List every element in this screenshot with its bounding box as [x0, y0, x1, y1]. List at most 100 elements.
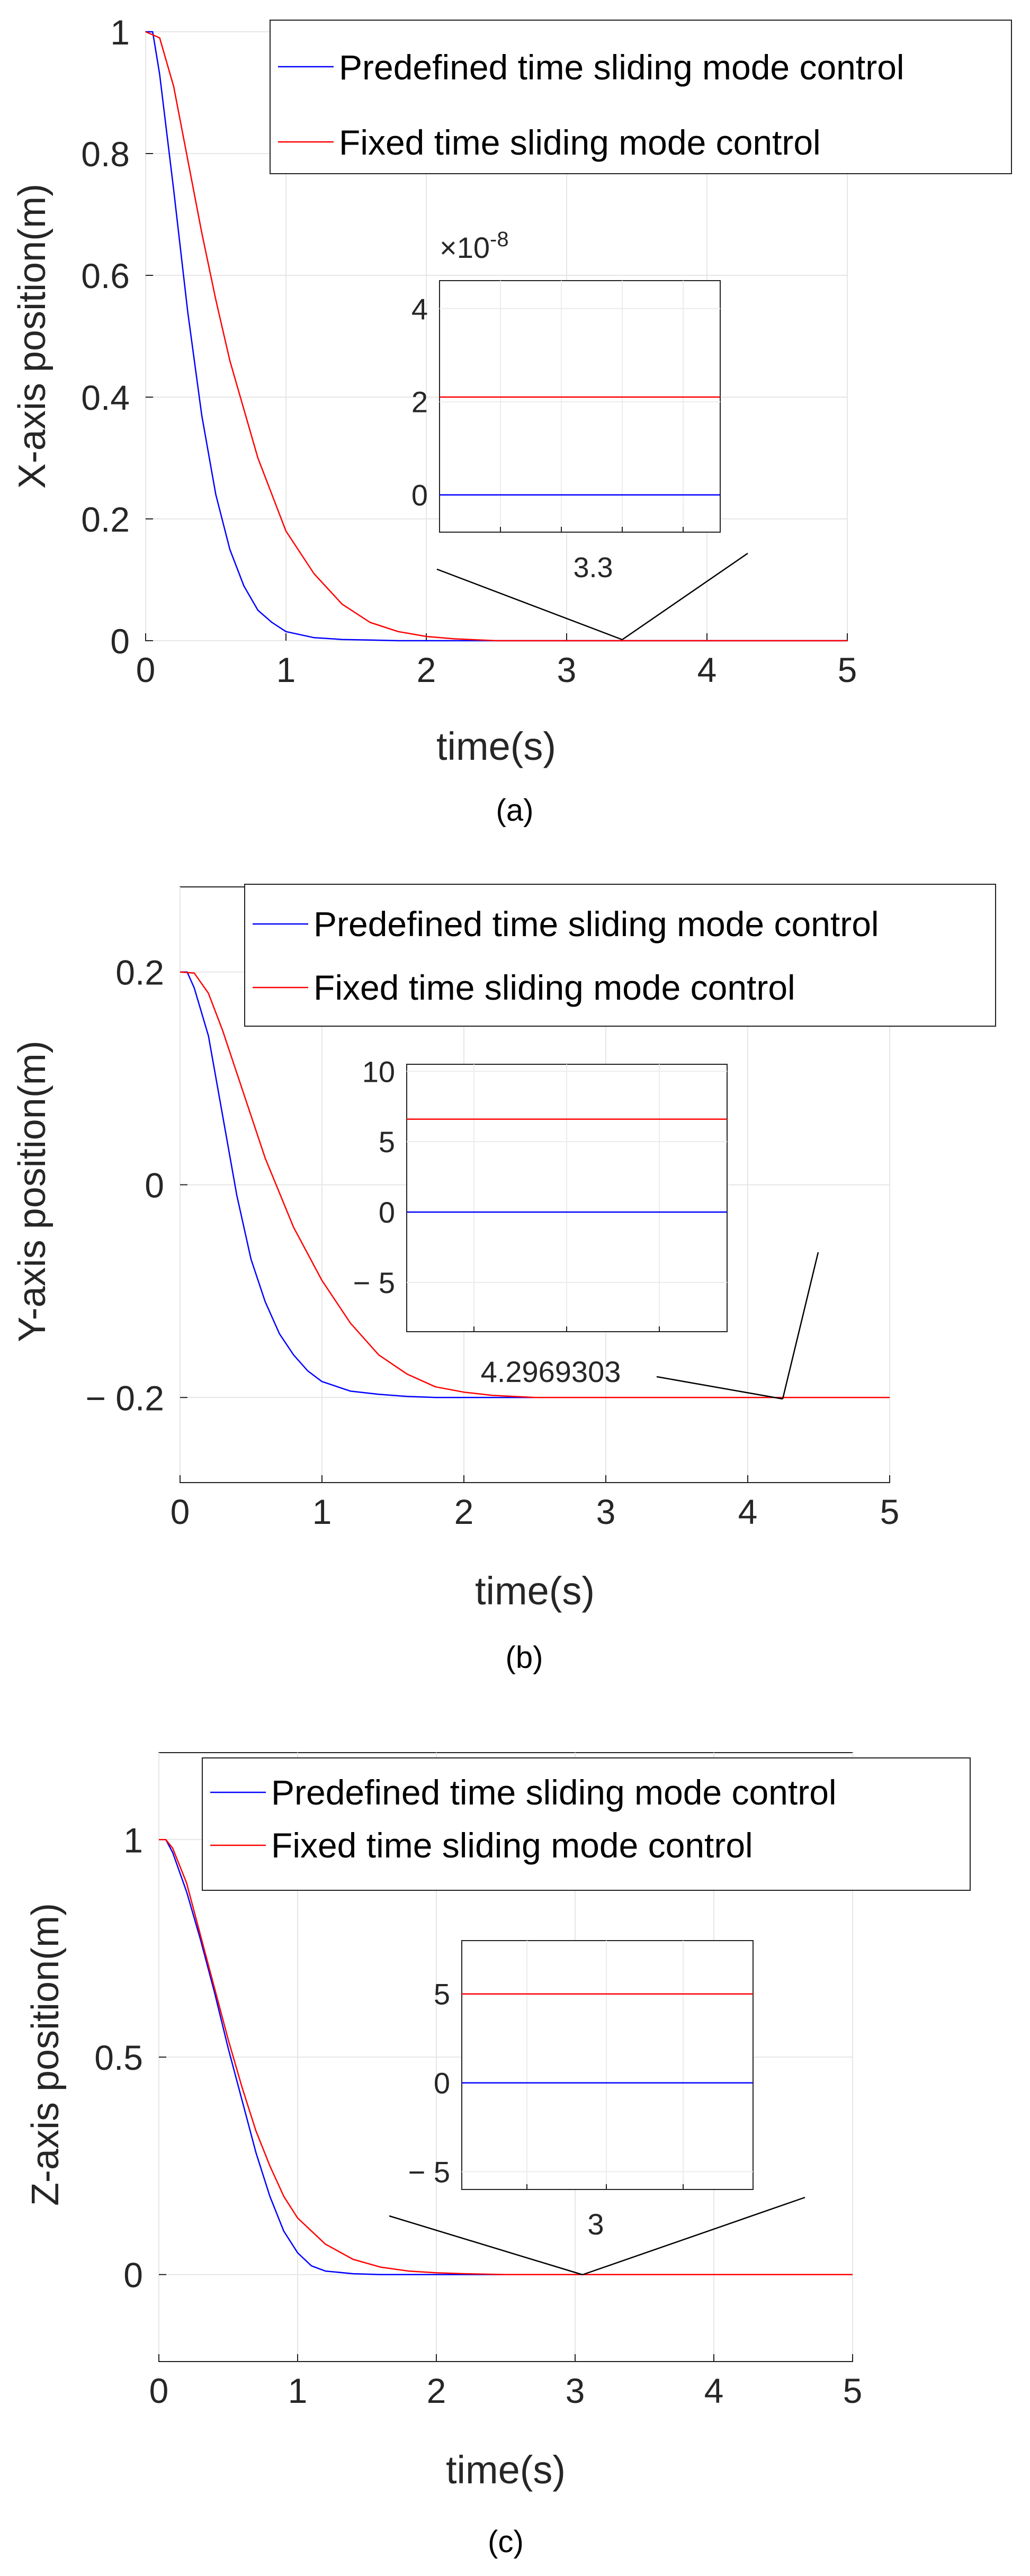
panel-a-xlabel: time(s)	[436, 724, 556, 768]
panel-c-xtick-label: 1	[288, 2371, 308, 2410]
panel-c-ytick-label: 0.5	[94, 2038, 143, 2077]
panel-a-ytick-label: 1	[110, 13, 130, 52]
panel-b-xtick-label: 3	[596, 1492, 616, 1531]
panel-c-legend-box	[202, 1757, 971, 1891]
panel-a-connector-right	[622, 552, 748, 641]
panel-a-legend-label-0: Predefined time sliding mode control	[339, 48, 904, 87]
panel-a-xtick-label: 2	[417, 650, 436, 689]
panel-a-ylabel: X-axis position(m)	[11, 184, 53, 489]
panel-c-xtick-label: 5	[843, 2371, 863, 2410]
panel-c: 0 1 2 3 4 5 0 0.5 1 time(s) Z-axis position(m) (…	[24, 1752, 971, 2559]
panel-c-inset-ytick-label: 0	[434, 2067, 450, 2100]
panel-a-legend-box	[270, 20, 1012, 174]
panel-a-series-0	[146, 31, 847, 642]
panel-a: 0 1 2 3 4 5 0 0.2 0.4 0.6 0.8 1 time(s) X-axis posi…	[11, 13, 1012, 828]
panel-c-legend-label-1: Fixed time sliding mode control	[271, 1826, 753, 1865]
panel-c-connector-left	[389, 2215, 583, 2276]
panel-b-legend-label-0: Predefined time sliding mode control	[314, 904, 879, 944]
panel-c-inset-box	[461, 1940, 754, 2190]
panel-b-inset-ytick-label: 0	[379, 1196, 395, 1229]
panel-a-series	[145, 31, 847, 642]
panel-a-xtick-label: 4	[697, 650, 717, 689]
panel-a-inset: 0 2 4 ×10-8 3.3	[411, 228, 748, 641]
panel-a-inset-series	[440, 396, 720, 496]
panel-b-xtick-label: 2	[454, 1492, 474, 1531]
panel-a-inset-exponent-base: ×10	[440, 231, 490, 264]
panel-c-xtick-label: 3	[566, 2371, 585, 2410]
panel-c-series-0	[159, 1839, 853, 2275]
panel-b-xtick-label: 1	[312, 1492, 332, 1531]
panel-c-legend: Predefined time sliding mode control Fix…	[202, 1757, 971, 1891]
panel-a-inset-box	[439, 280, 721, 533]
panel-b: 0 1 2 3 4 5 − 0.2 0 0.2 time(s) Y-axis position(…	[11, 884, 996, 1675]
panel-c-legend-label-0: Predefined time sliding mode control	[271, 1773, 837, 1812]
panel-c-caption: (c)	[488, 2525, 524, 2559]
panel-b-series-1	[180, 971, 890, 1398]
panel-a-ytick-label: 0.6	[81, 256, 130, 295]
panel-c-ticks: 0 1 2 3 4 5 0 0.5 1	[94, 1820, 862, 2410]
panel-c-series-1	[159, 1839, 853, 2275]
panel-c-ylabel: Z-axis position(m)	[24, 1903, 67, 2206]
panel-a-ytick-label: 0.8	[81, 134, 130, 174]
panel-c-xtick-label: 0	[149, 2371, 169, 2410]
panel-b-connector-left	[656, 1376, 783, 1400]
panel-b-ytick-label: 0	[145, 1166, 164, 1205]
panel-c-connector-right	[582, 2196, 805, 2276]
panel-a-ticks: 0 1 2 3 4 5 0 0.2 0.4 0.6 0.8 1	[81, 13, 857, 689]
panel-c-series	[159, 1839, 853, 2275]
panel-c-inset-xlabel: 3	[587, 2207, 604, 2241]
panel-a-ytick-label: 0.4	[81, 378, 130, 417]
panel-b-series	[180, 971, 890, 1398]
panel-b-ylabel: Y-axis position(m)	[11, 1040, 53, 1342]
panel-a-xtick-label: 3	[557, 650, 577, 689]
panel-a-ytick-label: 0.2	[81, 500, 130, 539]
panel-b-ytick-label: − 0.2	[85, 1378, 164, 1417]
panel-a-inset-ticks: 0 2 4	[411, 281, 720, 532]
panel-b-inset: − 5 0 5 10 4.2969303	[353, 1055, 819, 1400]
panel-a-caption: (a)	[496, 793, 534, 828]
panel-b-legend-box	[244, 884, 996, 1027]
panel-b-legend: Predefined time sliding mode control Fix…	[244, 884, 996, 1027]
panel-b-ticks: 0 1 2 3 4 5 − 0.2 0 0.2	[85, 953, 899, 1531]
panel-a-inset-exponent-power: -8	[490, 228, 509, 251]
panel-a-legend-label-1: Fixed time sliding mode control	[339, 123, 821, 162]
panel-c-inset-ticks: − 5 0 5	[408, 1941, 753, 2189]
panel-a-ytick-label: 0	[110, 622, 130, 661]
panel-b-caption: (b)	[506, 1640, 543, 1675]
panel-a-connector-left	[436, 568, 623, 641]
panel-b-xtick-label: 5	[880, 1492, 900, 1531]
panel-c-xtick-label: 2	[427, 2371, 446, 2410]
panel-c-inset: − 5 0 5 3	[389, 1940, 805, 2276]
panel-c-inset-ytick-label: 5	[434, 1978, 450, 2011]
panel-c-ytick-label: 0	[123, 2256, 143, 2295]
panel-a-xtick-label: 0	[136, 650, 156, 689]
panel-a-legend: Predefined time sliding mode control Fix…	[270, 20, 1012, 174]
panel-a-inset-xlabel: 3.3	[573, 552, 613, 584]
panel-b-inset-series	[407, 1118, 727, 1213]
panel-c-inset-ytick-label: − 5	[408, 2155, 450, 2188]
panel-c-xtick-label: 4	[704, 2371, 724, 2410]
panel-b-xtick-label: 4	[738, 1492, 758, 1531]
panel-b-connector-right	[782, 1252, 819, 1399]
panel-b-xlabel: time(s)	[475, 1569, 595, 1613]
panel-a-xtick-label: 1	[276, 650, 296, 689]
panel-b-inset-ytick-label: − 5	[353, 1266, 395, 1299]
panel-a-xtick-label: 5	[838, 650, 857, 689]
panel-b-legend-label-1: Fixed time sliding mode control	[314, 968, 795, 1007]
panel-a-inset-ytick-label: 2	[411, 385, 428, 419]
panel-b-inset-xlabel: 4.2969303	[481, 1355, 621, 1388]
panel-b-series-0	[180, 971, 890, 1398]
panel-a-series-1	[145, 31, 847, 642]
panel-b-xtick-label: 0	[171, 1492, 190, 1531]
panel-c-ytick-label: 1	[123, 1820, 143, 1860]
panel-a-inset-exponent: ×10-8	[440, 228, 509, 264]
panel-a-inset-ytick-label: 4	[411, 292, 428, 326]
panel-c-inset-series	[462, 1993, 753, 2084]
panel-c-xlabel: time(s)	[446, 2448, 566, 2492]
panel-b-inset-ytick-label: 10	[362, 1055, 395, 1088]
panel-a-inset-ytick-label: 0	[411, 479, 428, 512]
panel-b-inset-ticks: − 5 0 5 10	[353, 1055, 727, 1332]
panel-b-inset-ytick-label: 5	[379, 1125, 395, 1159]
panel-b-ytick-label: 0.2	[115, 953, 164, 992]
